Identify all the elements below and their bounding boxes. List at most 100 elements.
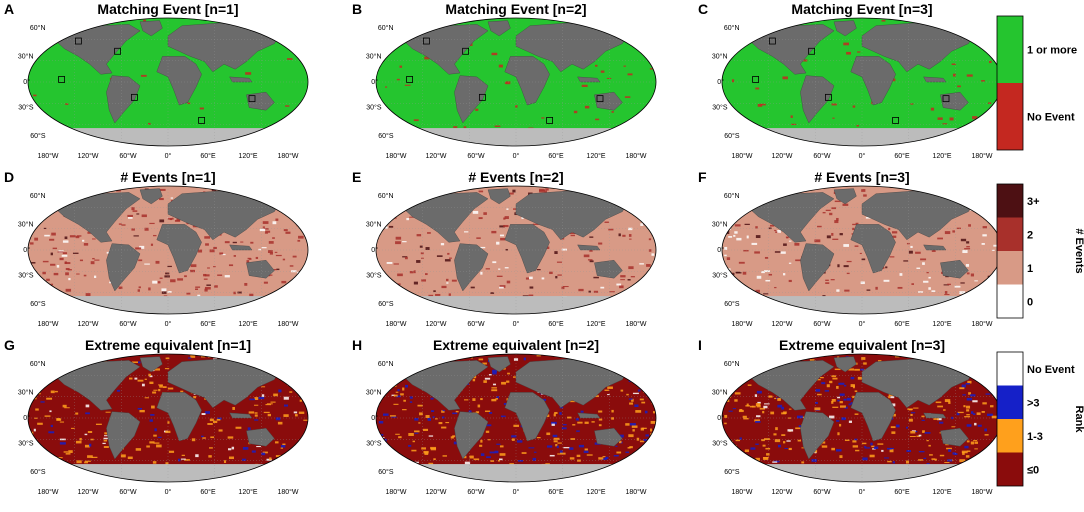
- lon-tick-label: 120°E: [586, 488, 605, 496]
- colorbar-swatch: [997, 452, 1023, 486]
- study-box: [769, 37, 776, 45]
- lat-tick-label: 30°S: [712, 104, 728, 112]
- landmass: [504, 224, 550, 274]
- lat-tick-label: 30°N: [366, 388, 382, 396]
- landmass: [106, 75, 141, 124]
- landmass: [749, 360, 835, 411]
- colorbar-entry: >3: [1027, 397, 1040, 409]
- lon-tick-label: 180°W: [625, 320, 646, 328]
- lat-tick-label: 0°: [23, 246, 30, 254]
- lat-tick-label: 30°S: [18, 104, 34, 112]
- study-box: [478, 93, 486, 101]
- landmass: [800, 75, 835, 124]
- row-events: D # Events [n=1]180°W 120°W 60°W 0° 60°E 120°E…: [4, 169, 1084, 328]
- lon-tick-label: 180°W: [971, 320, 992, 328]
- study-box: [942, 95, 950, 103]
- landmass: [229, 76, 253, 83]
- antarctica: [28, 464, 308, 482]
- landmass: [139, 20, 163, 37]
- antarctica: [722, 296, 1002, 314]
- lon-tick-label: 180°W: [971, 488, 992, 496]
- panel-g: G Extreme equivalent [n=1] 180°W 120°W 60°W 0…: [4, 337, 309, 496]
- lon-tick-label: 0°: [859, 320, 866, 328]
- lon-tick-label: 60°E: [894, 488, 910, 496]
- row-match: A Matching Event [n=1] 180°W 120°W 60°W 0° 60°…: [4, 1, 1077, 160]
- lat-tick-label: 60°S: [724, 300, 740, 308]
- map-outline: [375, 17, 657, 147]
- lon-tick-label: 60°E: [200, 152, 216, 160]
- study-box: [406, 76, 414, 83]
- colorbar-entry: No Event: [1027, 364, 1075, 376]
- lat-tick-label: 30°N: [366, 52, 382, 60]
- panel-d: D # Events [n=1] 180°W 120°W 60°W 0° 60°E 120°E…: [4, 169, 309, 328]
- study-box: [130, 93, 138, 101]
- landmass: [139, 356, 163, 373]
- lon-tick-label: 120°W: [425, 488, 446, 496]
- study-box: [422, 37, 430, 45]
- lat-tick-label: 30°S: [18, 440, 34, 448]
- colorbar-swatch: [997, 251, 1023, 285]
- study-box: [462, 47, 470, 55]
- antarctica: [722, 128, 1002, 146]
- landmass: [487, 20, 511, 37]
- panel-title: Extreme equivalent [n=1]: [85, 337, 251, 353]
- lon-tick-label: 180°W: [277, 320, 298, 328]
- lon-tick-label: 120°W: [425, 320, 446, 328]
- landmass: [923, 244, 947, 251]
- landmass: [923, 76, 947, 83]
- lon-tick-label: 120°E: [932, 320, 951, 328]
- lat-tick-label: 0°: [371, 78, 378, 86]
- landmass: [106, 243, 141, 292]
- antarctica: [376, 128, 656, 146]
- lat-tick-label: 30°N: [712, 52, 728, 60]
- lon-tick-label: 120°E: [238, 152, 257, 160]
- colorbar-title: # Events: [1073, 228, 1084, 273]
- lon-tick-label: 180°W: [971, 152, 992, 160]
- landmass: [594, 427, 623, 447]
- lat-tick-label: 60°N: [378, 192, 394, 200]
- panel-title: # Events [n=3]: [814, 169, 909, 185]
- lon-tick-label: 180°W: [385, 320, 406, 328]
- panel-title: Extreme equivalent [n=3]: [779, 337, 945, 353]
- landmass: [229, 412, 253, 419]
- panel-letter: H: [352, 337, 362, 353]
- panel-letter: A: [4, 1, 14, 17]
- lat-tick-label: 0°: [717, 246, 724, 254]
- lat-tick-label: 30°N: [366, 220, 382, 228]
- landmass: [800, 411, 835, 460]
- map-outline: [375, 353, 657, 483]
- study-box: [58, 76, 65, 83]
- landmass: [833, 20, 857, 37]
- lon-tick-label: 60°W: [467, 488, 485, 496]
- landmass: [156, 392, 202, 442]
- landmass: [403, 360, 489, 411]
- lat-tick-label: 60°S: [378, 300, 394, 308]
- lon-tick-label: 120°W: [77, 488, 98, 496]
- lon-tick-label: 60°W: [119, 320, 137, 328]
- map-outline: [375, 185, 657, 315]
- landmass: [833, 188, 857, 205]
- lat-tick-label: 0°: [717, 78, 724, 86]
- landmass: [577, 76, 601, 83]
- landmass: [454, 75, 489, 124]
- landmass: [487, 356, 511, 373]
- study-box: [198, 117, 206, 124]
- lon-tick-label: 180°W: [277, 152, 298, 160]
- lon-tick-label: 60°W: [119, 488, 137, 496]
- landmass: [55, 24, 141, 75]
- lat-tick-label: 30°N: [712, 388, 728, 396]
- landmass: [594, 91, 623, 111]
- colorbar-swatch: [997, 385, 1023, 419]
- study-box: [892, 117, 899, 124]
- lat-tick-label: 60°N: [378, 24, 394, 32]
- lat-tick-label: 30°S: [18, 272, 34, 280]
- landmass: [940, 427, 969, 447]
- lat-tick-label: 30°S: [366, 440, 382, 448]
- colorbar-entry: 1-3: [1027, 431, 1043, 443]
- lon-tick-label: 60°W: [813, 152, 831, 160]
- lat-tick-label: 60°S: [30, 300, 46, 308]
- landmass: [55, 360, 141, 411]
- landmass: [454, 243, 489, 292]
- landmass: [594, 259, 623, 279]
- landmass: [403, 192, 489, 243]
